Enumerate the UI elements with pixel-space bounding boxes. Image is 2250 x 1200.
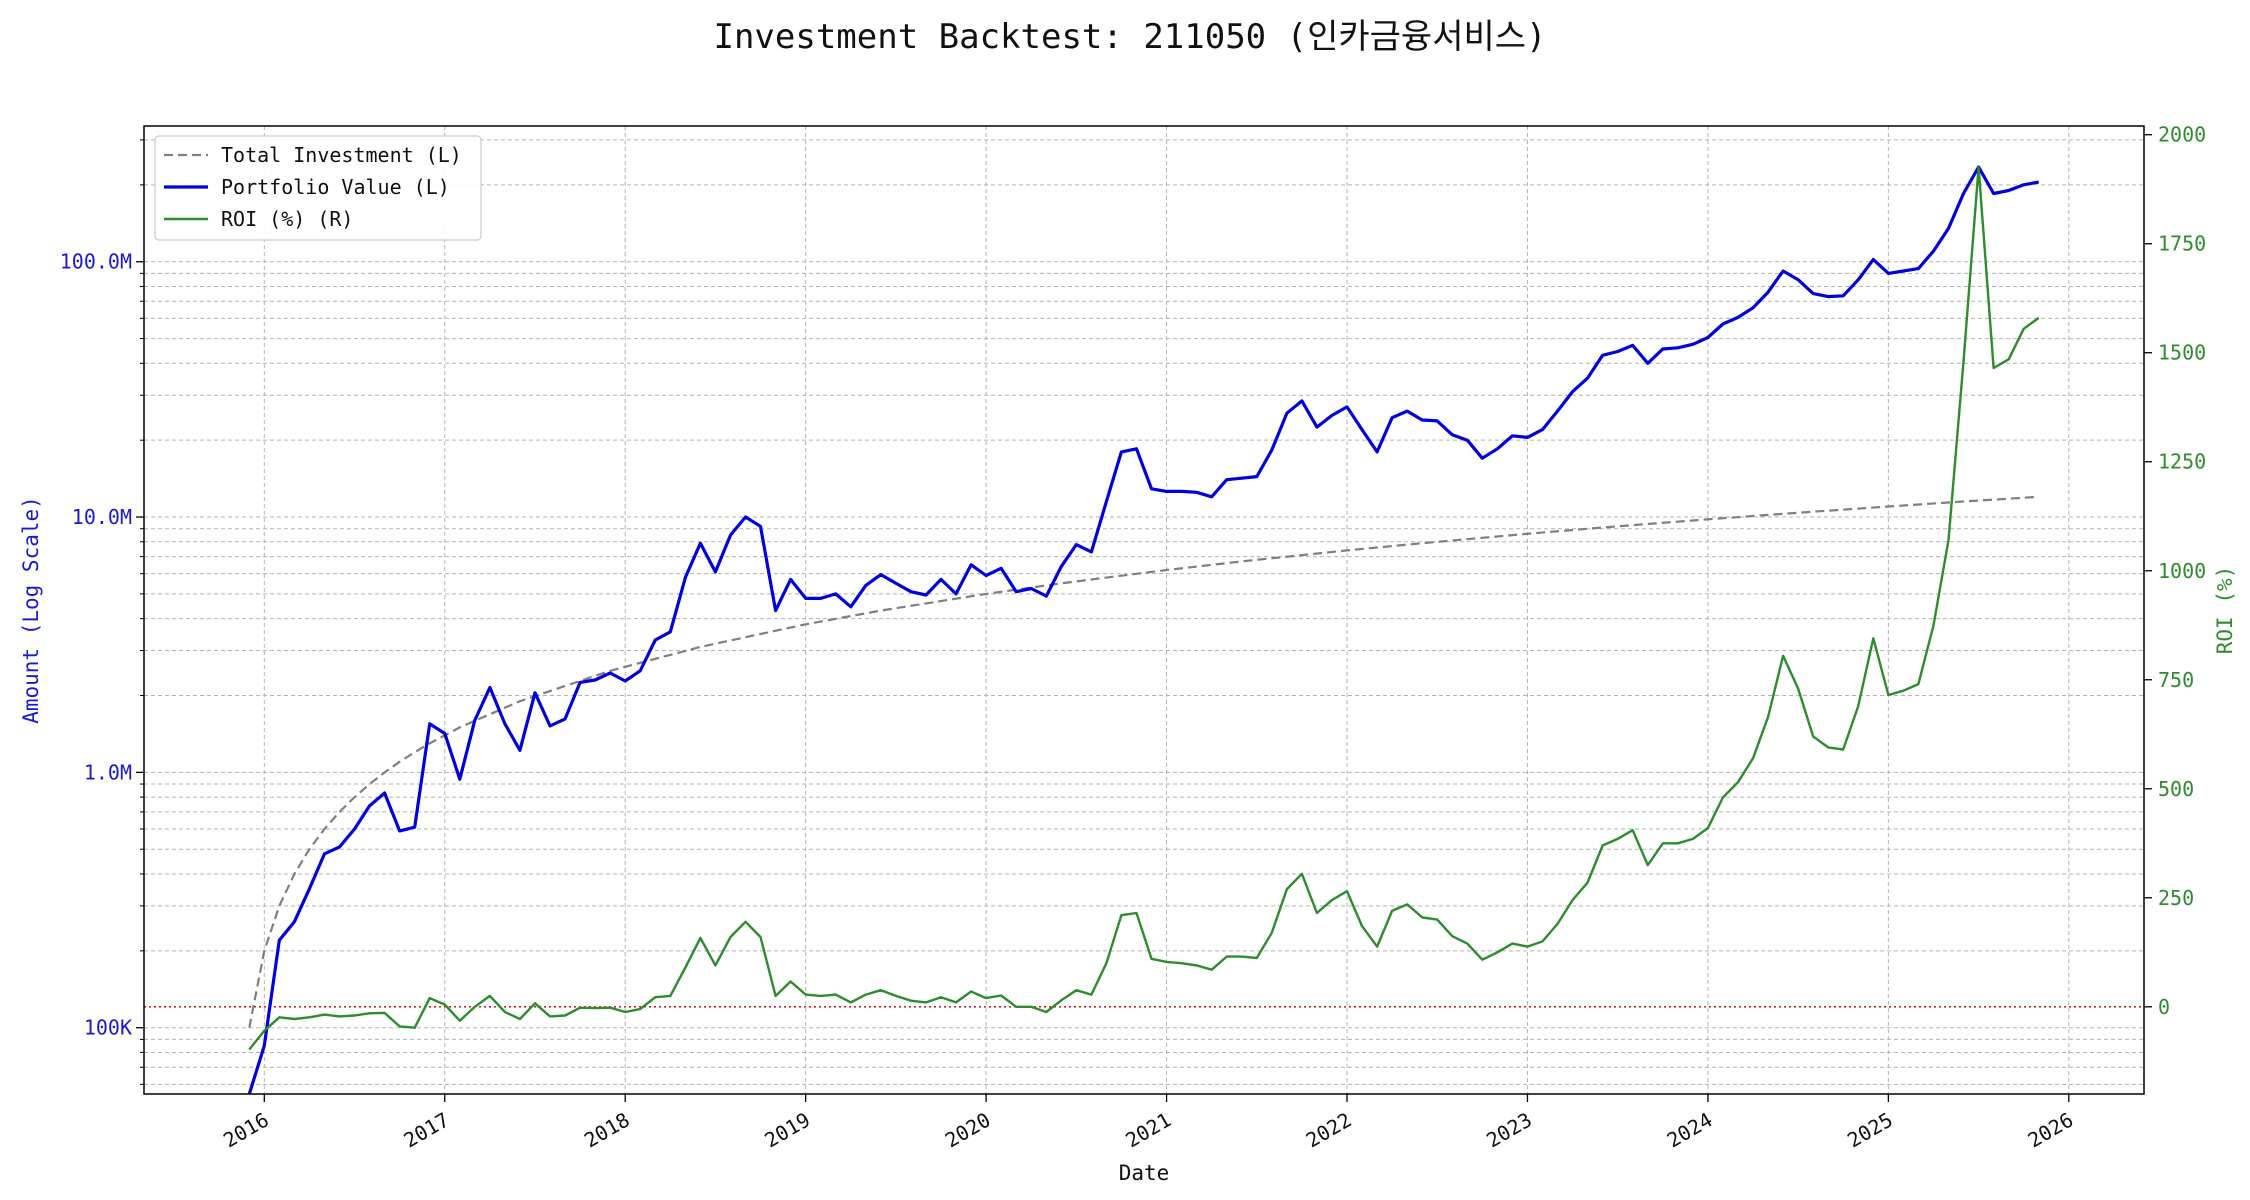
- left-y-axis-label: Amount (Log Scale): [19, 496, 43, 724]
- right-y-tick-label: 250: [2158, 886, 2194, 910]
- chart-title: Investment Backtest: 211050 (인카금융서비스): [713, 17, 1546, 57]
- series-line-total-investment: [248, 495, 2039, 1028]
- x-axis-label: Date: [1119, 1161, 1170, 1185]
- series-layer: [144, 165, 2144, 1095]
- plot-area-frame: [143, 125, 2145, 1095]
- right-y-tick-label: 1500: [2158, 341, 2206, 365]
- right-y-tick-label: 0: [2158, 995, 2170, 1019]
- legend-label-total-investment: Total Investment (L): [221, 143, 462, 167]
- left-y-tick-label: 100.0M: [60, 250, 132, 274]
- right-y-tick-label: 2000: [2158, 123, 2206, 147]
- right-y-tick-label: 500: [2158, 777, 2194, 801]
- left-y-tick-label: 100K: [84, 1016, 132, 1040]
- right-y-tick-label: 1750: [2158, 232, 2206, 256]
- right-y-axis-label: ROI (%): [2213, 566, 2237, 655]
- series-line-roi: [248, 166, 2040, 1051]
- right-y-tick-label: 750: [2158, 668, 2194, 692]
- legend-label-portfolio-value: Portfolio Value (L): [221, 175, 450, 199]
- series-line-portfolio-value: [247, 165, 2039, 1095]
- left-y-tick-label: 1.0M: [84, 760, 132, 784]
- right-y-tick-label: 1000: [2158, 559, 2206, 583]
- left-y-tick-label: 10.0M: [72, 505, 132, 529]
- grid-lines: [144, 126, 2144, 1094]
- right-y-axis-ticks: 0 250 500 750 1000 1250 1500 1750 2000: [2144, 123, 2206, 1019]
- legend: Total Investment (L) Portfolio Value (L)…: [154, 135, 482, 241]
- right-y-tick-label: 1250: [2158, 450, 2206, 474]
- legend-box: [154, 135, 482, 241]
- legend-label-roi: ROI (%) (R): [221, 207, 353, 231]
- left-y-axis-ticks: 100K 1.0M 10.0M 100.0M: [60, 139, 144, 1085]
